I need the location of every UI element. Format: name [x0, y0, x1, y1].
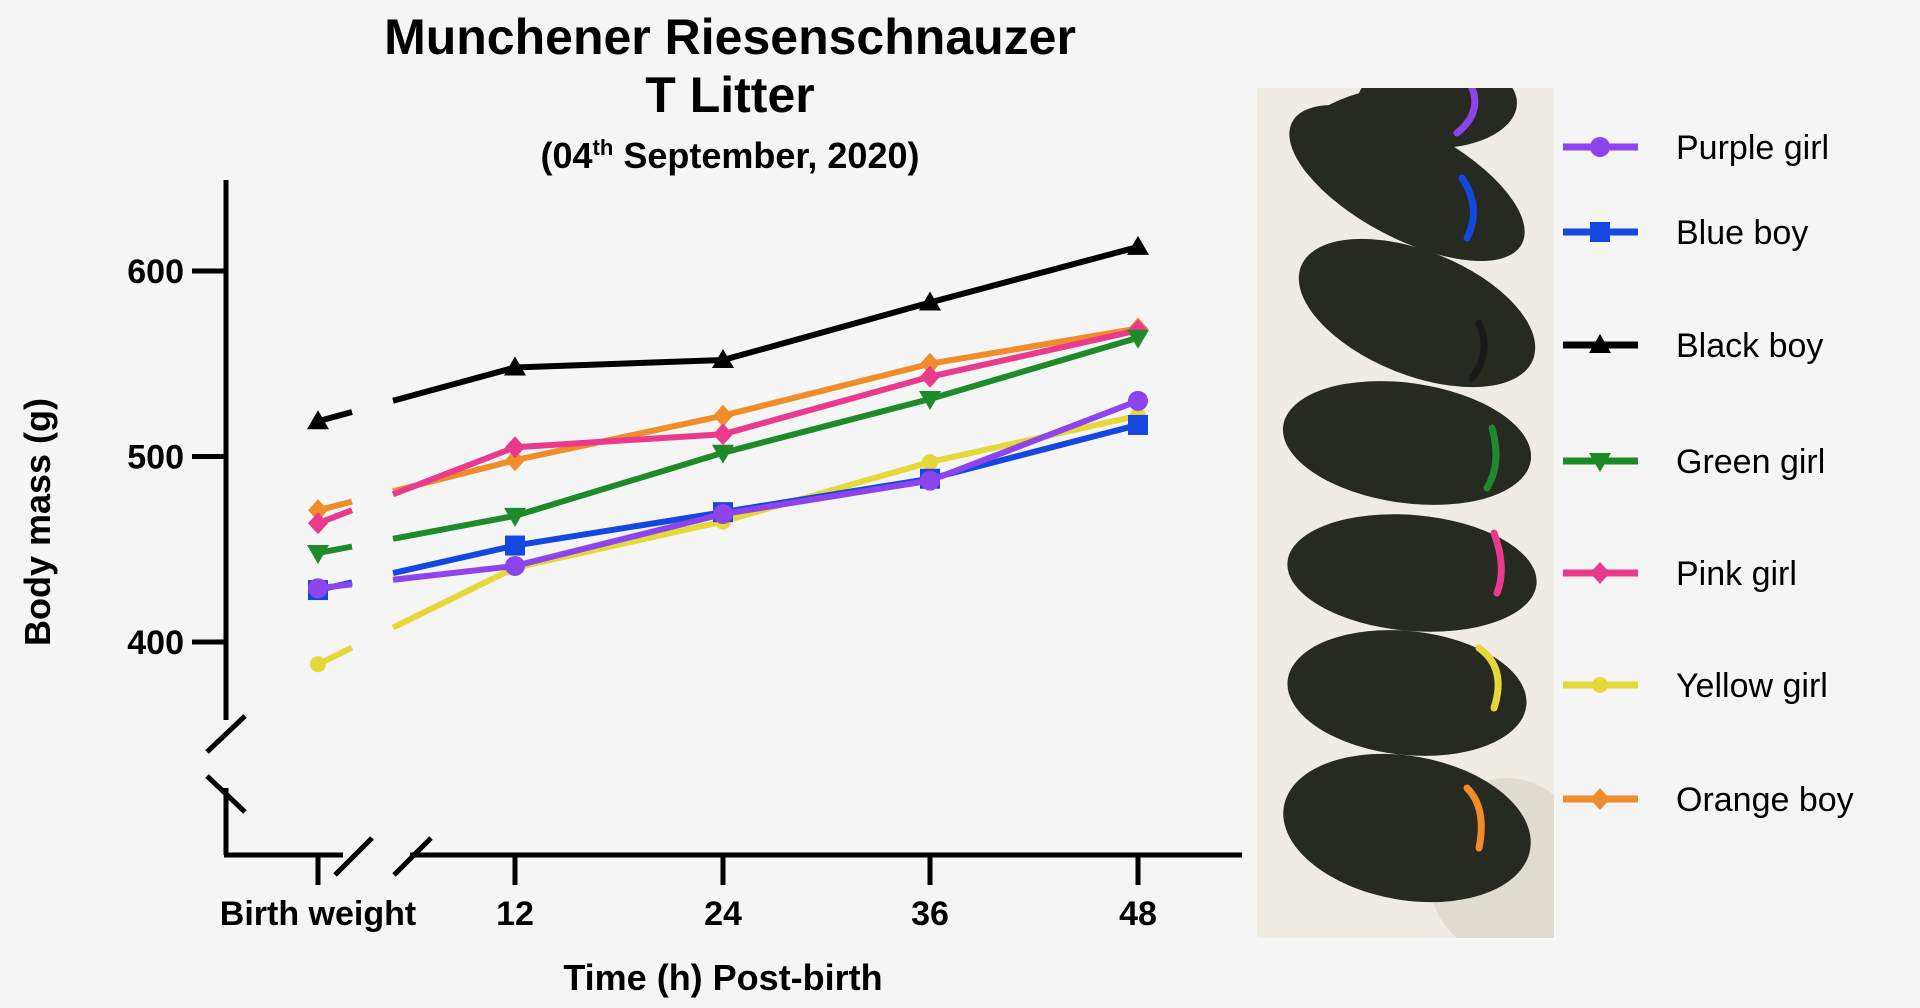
data-point [1128, 390, 1148, 411]
legend-item-black-boy: Black boy [1563, 327, 1823, 365]
series-line [392, 243, 1139, 404]
legend-label: Purple girl [1676, 129, 1829, 167]
data-point [1127, 235, 1149, 255]
data-point [307, 544, 329, 564]
data-point [505, 449, 525, 472]
legend-item-purple-girl: Purple girl [1563, 129, 1829, 167]
data-point [713, 404, 733, 427]
chart-title: Munchener Riesenschnauzer [384, 9, 1076, 65]
data-point [504, 507, 526, 527]
series-line [391, 412, 1139, 631]
series-green-girl [307, 329, 1149, 564]
chart-date: (04th September, 2020) [0, 126, 1460, 178]
data-point [922, 454, 938, 471]
data-point [310, 656, 326, 673]
x-tick-label: 24 [704, 895, 742, 933]
date-superscript: th [592, 135, 614, 160]
series-line [391, 327, 1139, 498]
date-suffix: September, 2020) [613, 135, 920, 176]
y-axis-break-mark [205, 774, 247, 814]
legend-swatch-marker [1590, 137, 1610, 157]
series-purple-girl [308, 390, 1148, 599]
legend-item-blue-boy: Blue boy [1563, 214, 1808, 252]
data-point [712, 444, 734, 464]
legend-label: Orange boy [1676, 781, 1854, 819]
y-tick-label: 500 [127, 439, 184, 477]
series-orange-boy [308, 317, 1148, 522]
legend-item-yellow-girl: Yellow girl [1563, 667, 1828, 705]
y-tick-label: 600 [127, 253, 184, 291]
legend-swatch-marker [1590, 222, 1610, 242]
data-point [713, 423, 733, 446]
legend-swatch-marker [1589, 334, 1611, 353]
data-point [505, 555, 525, 576]
data-point [712, 349, 734, 369]
legend-swatch-marker [1589, 453, 1611, 472]
data-point [920, 365, 940, 388]
legend-swatch-marker [1590, 788, 1610, 810]
data-point [920, 352, 940, 375]
data-point [308, 499, 328, 522]
data-point [919, 390, 941, 410]
legend-swatch-marker [1590, 562, 1610, 584]
data-point [1128, 414, 1148, 435]
data-point [505, 535, 525, 556]
chart-subtitle: T Litter [645, 67, 815, 123]
x-tick-label: 48 [1119, 895, 1157, 933]
data-point [1127, 329, 1149, 349]
series-black-boy [307, 235, 1149, 430]
data-point [308, 578, 328, 599]
data-point [308, 512, 328, 535]
legend-label: Blue boy [1676, 214, 1808, 252]
data-point [307, 410, 329, 430]
x-axis-break-mark [392, 836, 433, 877]
x-tick-label: 12 [496, 895, 534, 933]
legend-label: Black boy [1676, 327, 1823, 365]
legend-label: Pink girl [1676, 555, 1797, 593]
legend-label: Green girl [1676, 443, 1825, 481]
data-point [505, 436, 525, 459]
puppies-photo [1257, 88, 1554, 938]
legend-swatch-marker [1592, 677, 1608, 693]
y-tick-label: 400 [127, 624, 184, 662]
data-point [504, 356, 526, 376]
series-line [392, 398, 1140, 583]
series-line-segment [317, 409, 353, 425]
data-point [920, 470, 940, 491]
legend-item-orange-boy: Orange boy [1563, 781, 1854, 819]
x-axis-label: Time (h) Post-birth [563, 957, 882, 998]
series-pink-girl [308, 319, 1148, 535]
data-point [919, 291, 941, 311]
chart-title-block: Munchener Riesenschnauzer T Litter (04th… [0, 8, 1460, 178]
legend-item-green-girl: Green girl [1563, 443, 1825, 481]
data-point [713, 504, 733, 525]
puppies-image [1257, 88, 1554, 938]
date-prefix: (04 [540, 135, 593, 176]
y-axis-break-mark [205, 714, 247, 754]
legend: Purple girl Blue boy Black boy Green girl Pi… [1563, 129, 1854, 819]
y-axis-label: Body mass (g) [17, 398, 58, 646]
legend-label: Yellow girl [1676, 667, 1828, 705]
series-line [392, 422, 1139, 577]
x-axis-break-mark [333, 836, 374, 877]
x-tick-label: 36 [911, 895, 949, 933]
legend-item-pink-girl: Pink girl [1563, 555, 1797, 593]
x-tick-label: Birth weight [220, 895, 416, 933]
